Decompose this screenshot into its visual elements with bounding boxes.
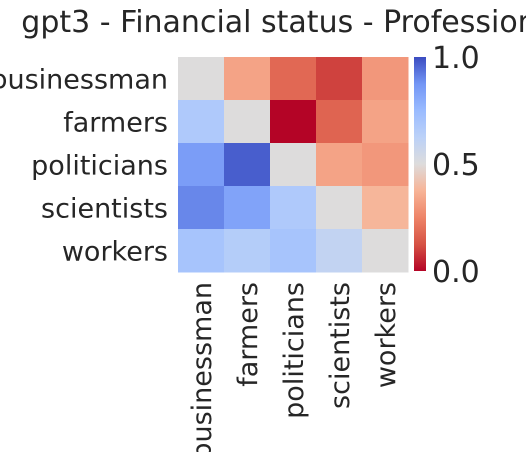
heatmap-cell bbox=[224, 57, 271, 101]
heatmap-cell bbox=[270, 143, 317, 187]
heatmap-cells bbox=[178, 57, 409, 273]
colorbar-tick-label: 1.0 bbox=[432, 41, 480, 76]
colorbar-tick-label: 0.5 bbox=[432, 148, 480, 183]
colorbar: 0.0 0.5 1.0 bbox=[414, 41, 480, 290]
heatmap-cell bbox=[178, 100, 225, 144]
heatmap-cell bbox=[224, 143, 271, 187]
row-label: farmers bbox=[63, 108, 168, 139]
heatmap-cell bbox=[316, 229, 363, 273]
heatmap-cell bbox=[270, 57, 317, 101]
heatmap-cell bbox=[178, 57, 225, 101]
heatmap-cell bbox=[224, 100, 271, 144]
row-label: politicians bbox=[31, 151, 168, 182]
heatmap-cell bbox=[316, 143, 363, 187]
heatmap-cell bbox=[362, 143, 409, 187]
heatmap-cell bbox=[362, 186, 409, 230]
colorbar-ticks: 0.0 0.5 1.0 bbox=[432, 41, 480, 290]
column-label: farmers bbox=[233, 282, 264, 387]
column-label: politicians bbox=[279, 282, 310, 419]
column-label: workers bbox=[371, 282, 402, 388]
heatmap-cell bbox=[178, 186, 225, 230]
column-label: businessman bbox=[187, 282, 218, 452]
heatmap-cell bbox=[362, 229, 409, 273]
heatmap-cell bbox=[316, 100, 363, 144]
heatmap-cell bbox=[270, 186, 317, 230]
column-labels: businessman farmers politicians scientists w… bbox=[187, 282, 402, 452]
column-label: scientists bbox=[325, 282, 356, 409]
heatmap-cell bbox=[362, 57, 409, 101]
heatmap-cell bbox=[270, 229, 317, 273]
row-label: scientists bbox=[41, 194, 168, 225]
heatmap-cell bbox=[362, 100, 409, 144]
row-labels: businessman farmers politicians scientists w… bbox=[0, 65, 168, 268]
heatmap-cell bbox=[224, 229, 271, 273]
colorbar-gradient bbox=[414, 57, 426, 271]
heatmap-cell bbox=[178, 143, 225, 187]
heatmap-cell bbox=[316, 186, 363, 230]
row-label: businessman bbox=[0, 65, 168, 96]
heatmap-cell bbox=[224, 186, 271, 230]
row-label: workers bbox=[62, 237, 168, 268]
heatmap-cell bbox=[178, 229, 225, 273]
colorbar-tick-label: 0.0 bbox=[432, 255, 480, 290]
heatmap-cell bbox=[270, 100, 317, 144]
chart-title: gpt3 - Financial status - Profession bbox=[21, 5, 526, 40]
heatmap-cell bbox=[316, 57, 363, 101]
